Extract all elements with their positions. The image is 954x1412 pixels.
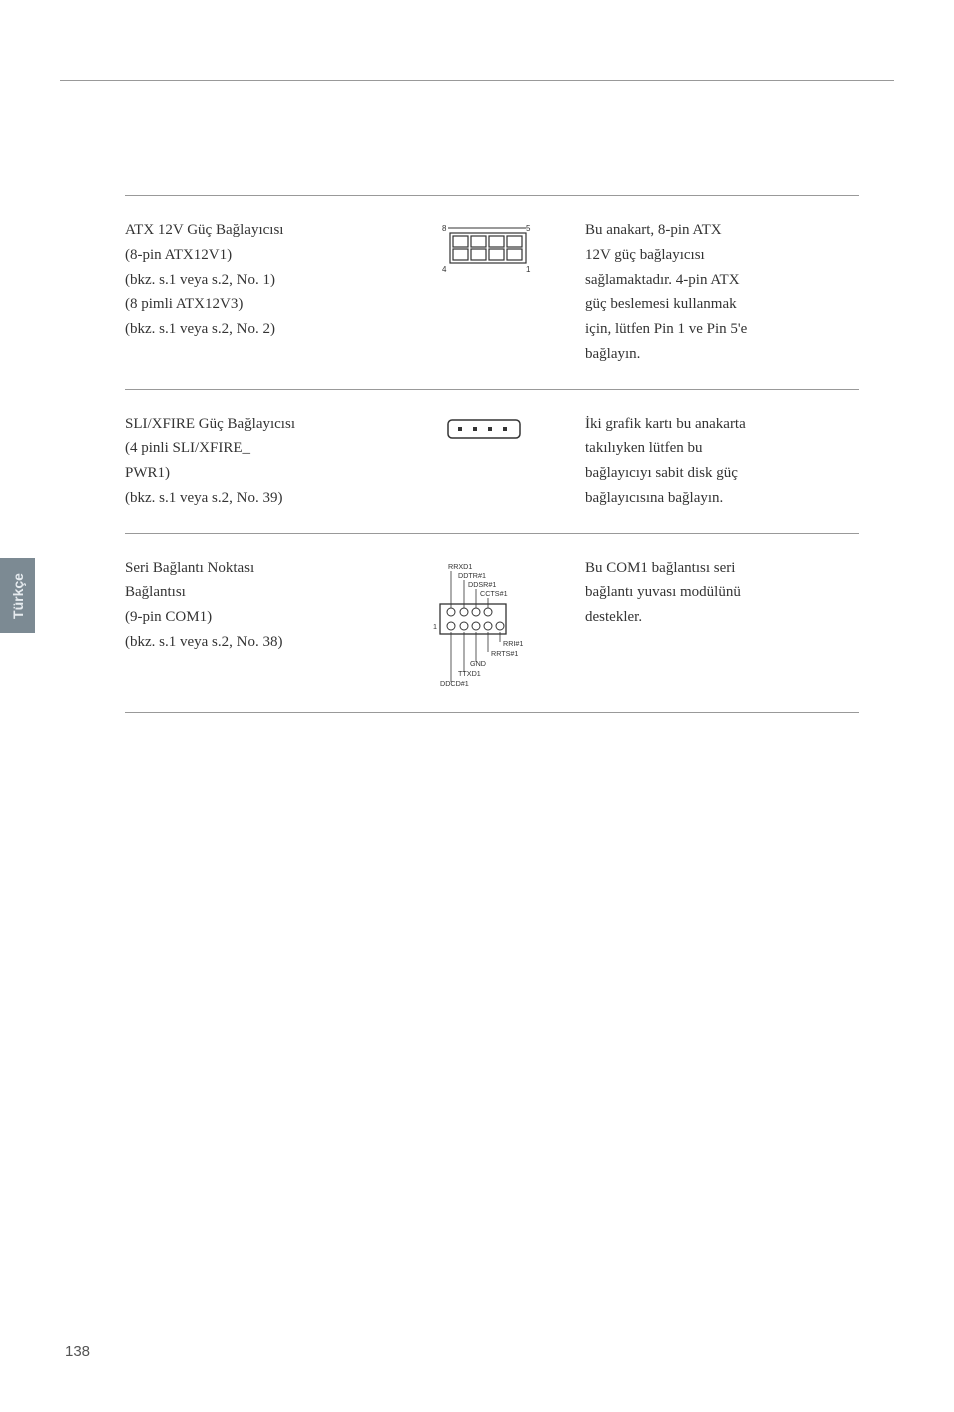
text-line: Bu anakart, 8-pin ATX bbox=[585, 218, 859, 243]
text-line: bağlayın. bbox=[585, 342, 859, 367]
table-row: Seri Bağlantı Noktası Bağlantısı (9-pin … bbox=[125, 533, 859, 713]
table-row: ATX 12V Güç Bağlayıcısı (8-pin ATX12V1) … bbox=[125, 195, 859, 389]
row1-left: ATX 12V Güç Bağlayıcısı (8-pin ATX12V1) … bbox=[125, 218, 385, 367]
row3-right: Bu COM1 bağlantısı seri bağlantı yuvası … bbox=[585, 556, 859, 690]
row1-diagram: 8 5 4 1 bbox=[385, 218, 585, 367]
text-line: için, lütfen Pin 1 ve Pin 5'e bbox=[585, 317, 859, 342]
text-line: Bağlantısı bbox=[125, 580, 375, 605]
pin-label: GND bbox=[470, 659, 486, 668]
text-line: güç beslemesi kullanmak bbox=[585, 292, 859, 317]
pin-label: CCTS#1 bbox=[480, 589, 508, 598]
pin-label: DDCD#1 bbox=[440, 679, 469, 688]
text-line: ATX 12V Güç Bağlayıcısı bbox=[125, 218, 375, 243]
content-area: ATX 12V Güç Bağlayıcısı (8-pin ATX12V1) … bbox=[125, 195, 859, 713]
pin-label: 1 bbox=[433, 622, 437, 631]
text-line: bağlayıcıyı sabit disk güç bbox=[585, 461, 859, 486]
text-line: (bkz. s.1 veya s.2, No. 1) bbox=[125, 268, 375, 293]
row2-diagram bbox=[385, 412, 585, 511]
text-line: (bkz. s.1 veya s.2, No. 38) bbox=[125, 630, 375, 655]
text-line: PWR1) bbox=[125, 461, 375, 486]
text-line: destekler. bbox=[585, 605, 859, 630]
language-tab: Türkçe bbox=[0, 558, 35, 633]
pin-label: RRTS#1 bbox=[491, 649, 518, 658]
text-line: bağlantı yuvası modülünü bbox=[585, 580, 859, 605]
pin-label: 8 bbox=[442, 224, 447, 233]
row1-right: Bu anakart, 8-pin ATX 12V güç bağlayıcıs… bbox=[585, 218, 859, 367]
text-line: (bkz. s.1 veya s.2, No. 39) bbox=[125, 486, 375, 511]
pin-label: RRI#1 bbox=[503, 639, 523, 648]
pin-label: DDSR#1 bbox=[468, 580, 496, 589]
pin-label: TTXD1 bbox=[458, 669, 481, 678]
row3-left: Seri Bağlantı Noktası Bağlantısı (9-pin … bbox=[125, 556, 385, 690]
connector-8pin-icon: 8 5 4 1 bbox=[420, 222, 550, 277]
pin-label: DDTR#1 bbox=[458, 571, 486, 580]
serial-header-icon: RRXD1 DDTR#1 DDSR#1 CCTS#1 bbox=[410, 560, 560, 690]
text-line: (bkz. s.1 veya s.2, No. 2) bbox=[125, 317, 375, 342]
text-line: (8 pimli ATX12V3) bbox=[125, 292, 375, 317]
row3-diagram: RRXD1 DDTR#1 DDSR#1 CCTS#1 bbox=[385, 556, 585, 690]
text-line: SLI/XFIRE Güç Bağlayıcısı bbox=[125, 412, 375, 437]
connector-4pin-icon bbox=[440, 416, 530, 444]
text-line: takılıyken lütfen bu bbox=[585, 436, 859, 461]
text-line: İki grafik kartı bu anakarta bbox=[585, 412, 859, 437]
language-tab-label: Türkçe bbox=[10, 573, 26, 619]
text-line: sağlamaktadır. 4-pin ATX bbox=[585, 268, 859, 293]
text-line: (8-pin ATX12V1) bbox=[125, 243, 375, 268]
pin-label: 1 bbox=[526, 265, 531, 274]
row2-right: İki grafik kartı bu anakarta takılıyken … bbox=[585, 412, 859, 511]
text-line: (9-pin COM1) bbox=[125, 605, 375, 630]
page-number: 138 bbox=[65, 1343, 90, 1360]
text-line: bağlayıcısına bağlayın. bbox=[585, 486, 859, 511]
text-line: Bu COM1 bağlantısı seri bbox=[585, 556, 859, 581]
pin-label: 4 bbox=[442, 265, 447, 274]
top-rule bbox=[60, 80, 894, 81]
pin-label: RRXD1 bbox=[448, 562, 472, 571]
text-line: (4 pinli SLI/XFIRE_ bbox=[125, 436, 375, 461]
row2-left: SLI/XFIRE Güç Bağlayıcısı (4 pinli SLI/X… bbox=[125, 412, 385, 511]
text-line: 12V güç bağlayıcısı bbox=[585, 243, 859, 268]
table-row: SLI/XFIRE Güç Bağlayıcısı (4 pinli SLI/X… bbox=[125, 389, 859, 533]
text-line: Seri Bağlantı Noktası bbox=[125, 556, 375, 581]
pin-label: 5 bbox=[526, 224, 531, 233]
